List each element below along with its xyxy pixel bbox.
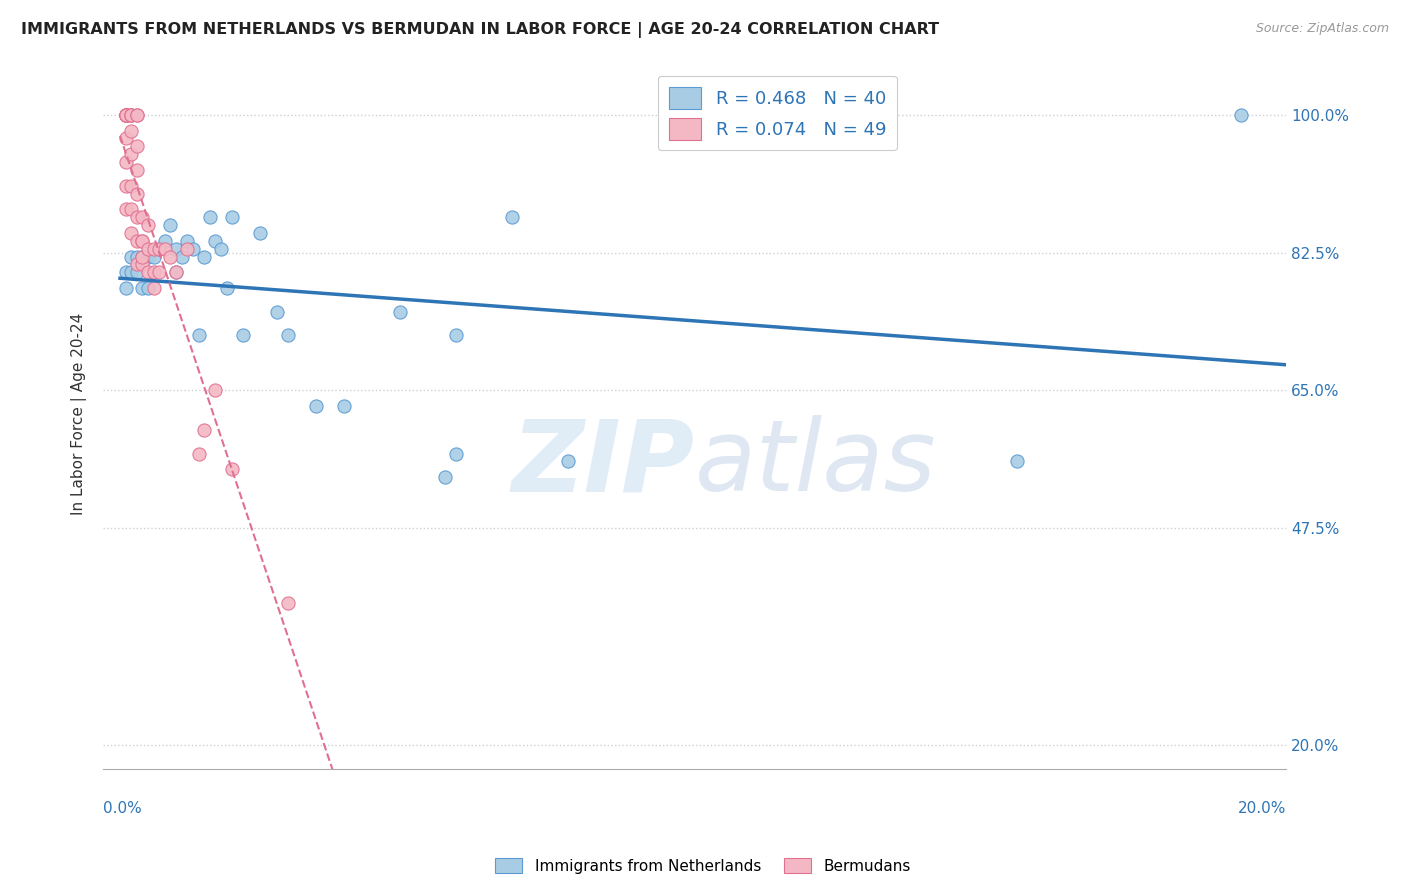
Point [114,202,136,217]
Point [125,234,148,248]
Point [136,265,159,279]
Point [446,446,468,460]
Point [131,250,153,264]
Point [120,108,142,122]
Point [114,108,136,122]
Point [114,108,136,122]
Point [120,202,142,217]
Point [181,242,204,256]
Point [114,131,136,145]
Point [176,242,198,256]
Point [142,265,165,279]
Point [187,446,209,460]
Text: IMMIGRANTS FROM NETHERLANDS VS BERMUDAN IN LABOR FORCE | AGE 20-24 CORRELATION C: IMMIGRANTS FROM NETHERLANDS VS BERMUDAN … [21,22,939,38]
Point [114,155,136,169]
Point [125,265,148,279]
Point [249,226,271,240]
Point [159,218,181,232]
Point [193,250,215,264]
Point [165,265,187,279]
Point [136,281,159,295]
Point [114,108,136,122]
Point [232,328,254,343]
Point [125,257,148,271]
Point [204,234,226,248]
Point [446,328,468,343]
Point [120,265,142,279]
Legend: R = 0.468   N = 40, R = 0.074   N = 49: R = 0.468 N = 40, R = 0.074 N = 49 [658,76,897,151]
Point [305,399,328,413]
Point [277,596,299,610]
Point [120,178,142,193]
Text: 0.0%: 0.0% [103,800,142,815]
Point [142,281,165,295]
Point [131,234,153,248]
Point [120,250,142,264]
Point [131,234,153,248]
Point [170,250,193,264]
Point [125,108,148,122]
Y-axis label: In Labor Force | Age 20-24: In Labor Force | Age 20-24 [72,313,87,516]
Text: atlas: atlas [695,416,936,512]
Point [136,218,159,232]
Point [114,108,136,122]
Point [221,462,243,476]
Point [125,139,148,153]
Point [209,242,232,256]
Point [148,265,170,279]
Point [142,250,165,264]
Point [165,242,187,256]
Point [114,265,136,279]
Point [221,210,243,224]
Point [136,250,159,264]
Point [434,470,457,484]
Point [131,250,153,264]
Point [153,234,176,248]
Point [114,108,136,122]
Point [125,186,148,201]
Text: 20.0%: 20.0% [1237,800,1286,815]
Point [333,399,356,413]
Point [114,281,136,295]
Point [159,250,181,264]
Point [187,328,209,343]
Point [120,108,142,122]
Point [148,242,170,256]
Point [148,242,170,256]
Point [125,108,148,122]
Point [1230,108,1253,122]
Point [131,210,153,224]
Point [131,257,153,271]
Point [120,108,142,122]
Point [557,454,579,468]
Point [176,234,198,248]
Point [125,210,148,224]
Point [114,178,136,193]
Point [204,384,226,398]
Point [125,250,148,264]
Point [277,328,299,343]
Point [389,304,412,318]
Point [501,210,523,224]
Point [1005,454,1028,468]
Point [198,210,221,224]
Point [165,265,187,279]
Point [120,147,142,161]
Point [120,123,142,137]
Point [125,162,148,177]
Point [266,304,288,318]
Point [215,281,238,295]
Point [142,242,165,256]
Legend: Immigrants from Netherlands, Bermudans: Immigrants from Netherlands, Bermudans [489,852,917,880]
Text: Source: ZipAtlas.com: Source: ZipAtlas.com [1256,22,1389,36]
Point [114,108,136,122]
Point [193,423,215,437]
Text: ZIP: ZIP [512,416,695,512]
Point [131,281,153,295]
Point [136,242,159,256]
Point [120,226,142,240]
Point [153,242,176,256]
Point [114,108,136,122]
